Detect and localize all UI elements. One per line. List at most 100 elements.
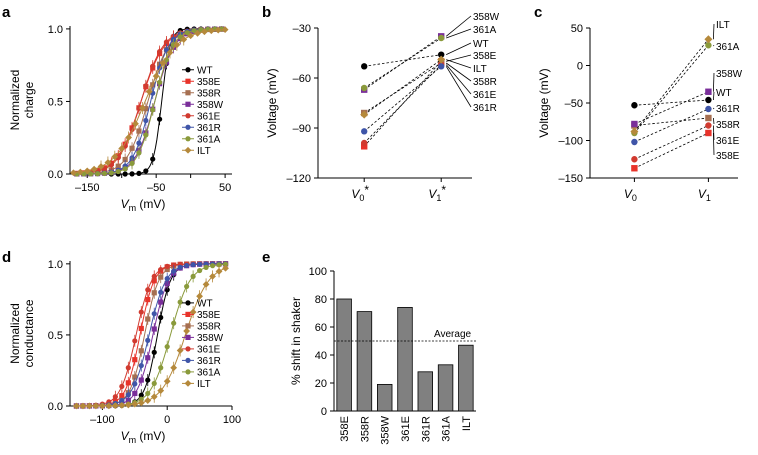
a-legend-label-358e: 358E	[197, 77, 221, 88]
a-point-ilt	[97, 163, 105, 170]
d-point-ilt	[86, 402, 93, 410]
e-category-label-361e: 361E	[400, 416, 412, 442]
d-point-361a	[164, 344, 170, 350]
a-point-wt	[143, 168, 149, 174]
d-point-361e	[112, 394, 118, 400]
d-point-ilt	[92, 402, 100, 410]
a-point-ilt	[90, 165, 98, 173]
a-point-361e	[163, 39, 170, 45]
d-point-361r	[158, 289, 164, 295]
a-point-ilt	[194, 29, 201, 37]
panel-letter-a: a	[2, 4, 11, 21]
d-point-ilt	[131, 400, 139, 408]
d-point-361r	[125, 392, 131, 398]
d-point-361a	[158, 365, 164, 371]
a-legend-label-wt: WT	[197, 65, 213, 76]
e-bar-361e	[397, 306, 413, 412]
a-point-wt	[122, 171, 128, 177]
d-point-358e	[145, 296, 151, 303]
d-y-axis-label-line2: conductance	[22, 299, 36, 367]
c-y-tick-label: –50	[565, 98, 583, 110]
b-point-358e-0	[361, 143, 368, 150]
d-point-361a	[138, 396, 144, 402]
b-connector-361e	[363, 64, 442, 144]
a-point-ilt	[132, 120, 139, 128]
c-point-358e-0	[631, 165, 638, 172]
a-point-ilt	[118, 145, 126, 152]
d-point-361a	[184, 283, 190, 290]
d-point-358e	[119, 393, 125, 399]
d-point-361e	[171, 262, 177, 268]
d-point-ilt	[196, 292, 203, 300]
d-point-361e	[132, 338, 138, 344]
c-label-pointer-358w	[713, 72, 715, 92]
c-label-358e: 358E	[716, 151, 740, 162]
d-point-358w	[132, 390, 138, 397]
d-point-358e	[138, 325, 144, 332]
c-y-tick-label: –100	[559, 136, 583, 148]
b-point-wt-1	[438, 51, 445, 58]
d-legend-label-358r: 358R	[197, 321, 221, 332]
b-label-pointer-361a	[446, 28, 472, 39]
e-category-label-358e: 358E	[339, 416, 351, 442]
d-point-358e	[125, 380, 131, 386]
a-x-tick-label: 50	[219, 182, 231, 194]
b-point-361a-1	[438, 34, 445, 42]
a-legend-label-361e: 361E	[197, 111, 221, 122]
c-point-361r-0	[631, 138, 638, 146]
b-label-358w: 358W	[473, 12, 500, 23]
a-point-ilt	[173, 41, 181, 49]
a-point-361a	[122, 166, 128, 172]
e-bar-358e	[336, 298, 352, 412]
d-point-wt	[158, 314, 164, 321]
d-point-ilt	[124, 401, 132, 409]
a-point-ilt	[145, 88, 153, 96]
a-point-ilt	[138, 104, 146, 112]
d-point-ilt	[157, 387, 165, 395]
d-x-axis-label: Vm (mV)	[121, 429, 166, 445]
a-legend-marker-361r	[185, 124, 191, 130]
a-point-358r	[150, 82, 156, 88]
a-x-axis-label: Vm (mV)	[121, 197, 166, 213]
a-legend-marker-358r	[185, 90, 191, 96]
e-y-tick-label: 60	[315, 322, 327, 334]
d-x-tick-label: 0	[164, 414, 170, 426]
a-point-361a	[177, 34, 183, 40]
d-point-361a	[197, 267, 203, 274]
d-point-wt	[138, 392, 144, 398]
c-y-tick-label: –150	[559, 173, 583, 185]
c-category-label-v1: V1	[698, 187, 711, 203]
d-point-361e	[158, 266, 164, 273]
c-connector-ilt	[634, 38, 709, 132]
d-point-ilt	[163, 377, 171, 385]
c-label-pointer-358r	[713, 117, 715, 125]
d-y-tick-label: 0.5	[48, 330, 63, 342]
d-point-ilt	[99, 402, 106, 410]
a-point-ilt	[187, 32, 195, 40]
a-point-361a	[108, 170, 114, 176]
c-point-361e-0	[631, 156, 638, 163]
b-y-tick-label: –60	[293, 73, 311, 85]
b-label-ilt: ILT	[473, 64, 487, 75]
d-legend-label-ilt: ILT	[197, 379, 211, 390]
e-y-tick-label: 20	[315, 378, 327, 390]
e-category-label-361r: 361R	[420, 416, 432, 442]
b-connector-361a	[363, 37, 442, 89]
d-point-358r	[145, 316, 151, 322]
d-point-361r	[197, 261, 203, 267]
e-category-label-358w: 358W	[380, 415, 392, 444]
d-y-axis-label-line1: Normalized	[8, 303, 22, 364]
d-point-ilt	[144, 397, 152, 404]
c-point-358w-0	[631, 120, 638, 128]
d-point-358w	[151, 326, 157, 332]
a-point-361a	[143, 132, 149, 138]
e-bar-358r	[356, 311, 373, 412]
a-y-tick-label: 1.0	[48, 24, 63, 36]
d-legend-label-361e: 361E	[197, 344, 221, 355]
d-point-358r	[138, 348, 144, 354]
d-point-361r	[151, 311, 157, 317]
a-legend-marker-361a	[185, 136, 191, 142]
d-point-361r	[177, 264, 183, 270]
e-y-axis-label: % shift in shaker	[289, 297, 303, 385]
b-label-pointer-wt	[446, 42, 472, 56]
